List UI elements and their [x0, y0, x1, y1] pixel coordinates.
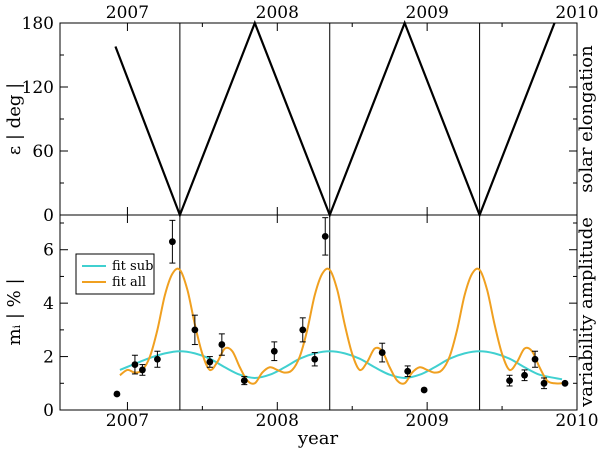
- data-point: [378, 349, 386, 356]
- data-point: [154, 355, 161, 363]
- data-point: [206, 358, 214, 366]
- data-point: [139, 366, 146, 374]
- legend-label-fit-all: fit all: [112, 275, 146, 290]
- data-point: [506, 377, 513, 385]
- bottom-y-tick-label: 4: [43, 294, 54, 314]
- legend: fit sub fit all: [75, 253, 155, 295]
- data-point: [168, 238, 176, 246]
- bottom-y-tick-label: 6: [43, 241, 54, 261]
- data-point: [218, 341, 226, 348]
- top-ylabel: ε | deg |: [4, 83, 25, 155]
- data-point: [131, 361, 139, 368]
- data-point: [321, 232, 329, 240]
- bottom-x-tick-label: 2008: [256, 411, 299, 431]
- bottom-y-tick-label: 2: [43, 348, 54, 368]
- top-x-tick-label: 2009: [406, 3, 449, 23]
- top-x-tick-label: 2010: [555, 3, 598, 23]
- top-marks: 2007 2008 2009 2010 0 60 120 180: [22, 3, 599, 226]
- data-point: [521, 371, 528, 379]
- top-y-tick-label: 0: [43, 206, 54, 226]
- data-point: [404, 367, 412, 375]
- data-point: [113, 390, 121, 398]
- x-axis-title: year: [297, 428, 339, 449]
- data-point: [311, 355, 319, 363]
- fit-all-line: [119, 267, 563, 385]
- bottom-plot-frame: [59, 214, 578, 411]
- data-point: [540, 379, 548, 387]
- legend-box: [75, 253, 155, 295]
- bottom-right-label: variability amplitude: [576, 217, 597, 408]
- data-point: [270, 347, 278, 355]
- bottom-x-tick-label: 2009: [406, 411, 449, 431]
- bottom-y-tick-label: 0: [43, 401, 54, 421]
- elongation-line: [114, 19, 556, 219]
- bottom-ylabel: mᵢ | % |: [4, 278, 25, 345]
- data-point: [561, 379, 569, 387]
- top-x-tick-label: 2007: [106, 3, 149, 23]
- top-right-label: solar elongation: [576, 45, 597, 193]
- bottom-marks: 2007 2008 2009 2010 0 2 4 6: [43, 215, 599, 431]
- bottom-panel: 2007 2008 2009 2010 0 2 4 6 mᵢ | % | variabilit…: [4, 214, 599, 449]
- top-y-tick-label: 180: [22, 14, 54, 34]
- top-y-tick-label: 60: [32, 142, 54, 162]
- top-y-tick-label: 120: [22, 78, 54, 98]
- top-x-tick-label: 2008: [256, 3, 299, 23]
- bottom-x-tick-label: 2007: [106, 411, 149, 431]
- data-point: [191, 326, 199, 334]
- data-point: [531, 355, 539, 363]
- top-panel: 2007 2008 2009 2010 0 60 120 180 ε | deg | sola…: [4, 3, 599, 226]
- data-point: [420, 386, 428, 394]
- bottom-x-tick-label: 2010: [555, 411, 598, 431]
- fit-sub-line: [119, 350, 563, 381]
- data-point: [299, 326, 307, 334]
- legend-label-fit-sub: fit sub: [112, 259, 153, 274]
- data-point: [240, 377, 248, 385]
